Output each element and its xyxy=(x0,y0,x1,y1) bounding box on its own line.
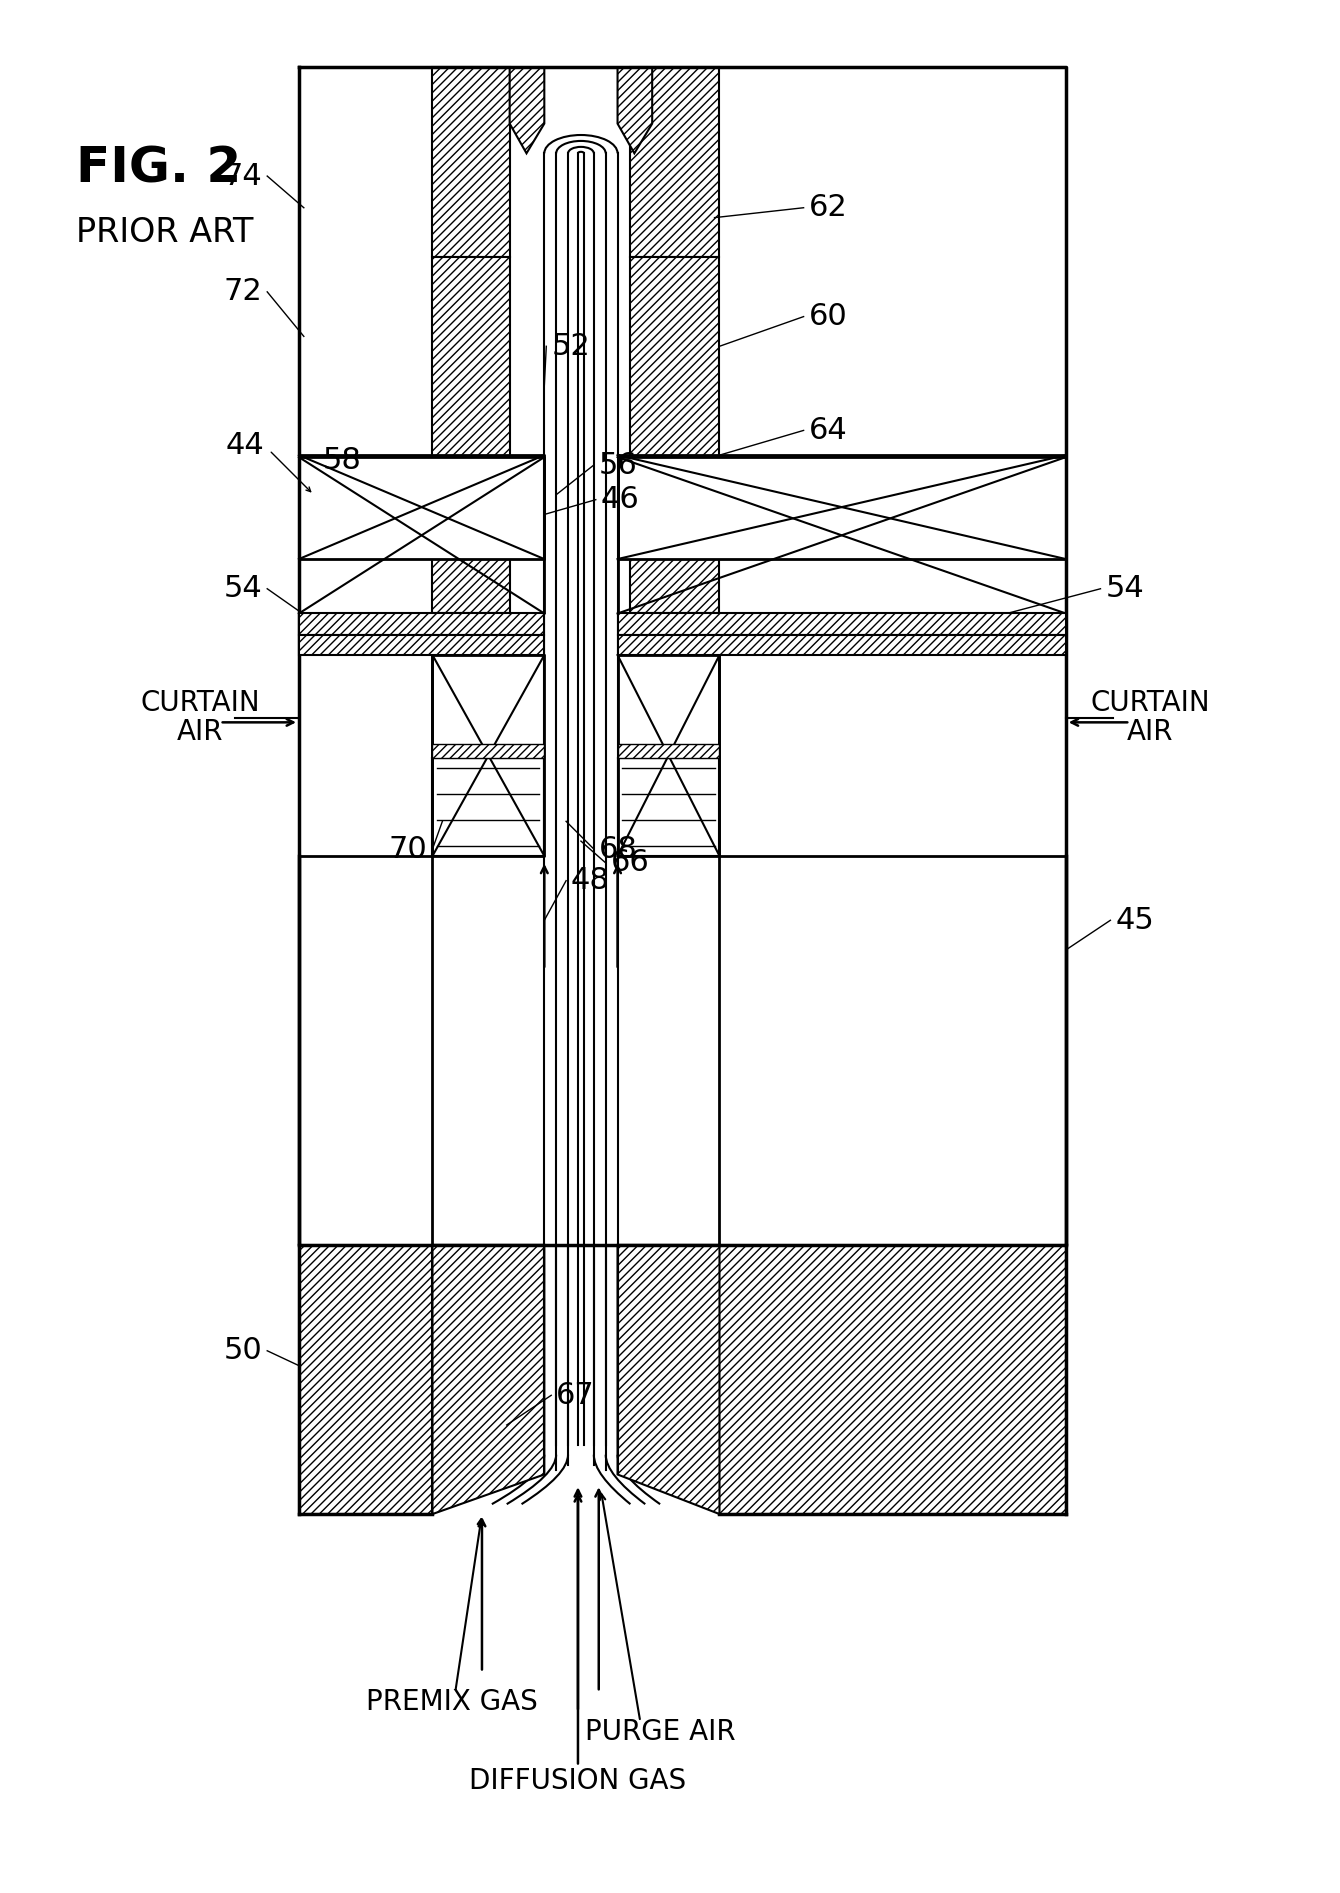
Text: 48: 48 xyxy=(571,867,610,895)
Text: 56: 56 xyxy=(599,451,638,479)
Polygon shape xyxy=(618,636,1065,655)
Text: AIR: AIR xyxy=(1127,717,1174,746)
Text: 62: 62 xyxy=(808,193,847,221)
Text: FIG. 2: FIG. 2 xyxy=(76,144,241,193)
Polygon shape xyxy=(299,613,544,636)
Text: AIR: AIR xyxy=(177,717,224,746)
Polygon shape xyxy=(433,1246,544,1514)
Text: PREMIX GAS: PREMIX GAS xyxy=(366,1689,539,1717)
Polygon shape xyxy=(618,1246,720,1514)
Text: 64: 64 xyxy=(808,416,847,445)
Text: 58: 58 xyxy=(323,445,362,475)
Text: 50: 50 xyxy=(224,1336,263,1365)
Polygon shape xyxy=(630,257,720,613)
Polygon shape xyxy=(299,1246,433,1514)
Polygon shape xyxy=(433,744,544,759)
Polygon shape xyxy=(299,636,544,655)
Polygon shape xyxy=(630,68,720,257)
Text: DIFFUSION GAS: DIFFUSION GAS xyxy=(469,1768,686,1795)
Text: 52: 52 xyxy=(551,331,590,362)
Polygon shape xyxy=(720,1246,1065,1514)
Polygon shape xyxy=(618,68,653,153)
Polygon shape xyxy=(618,744,720,759)
Text: PRIOR ART: PRIOR ART xyxy=(76,216,253,250)
Text: CURTAIN: CURTAIN xyxy=(141,689,260,717)
Text: 54: 54 xyxy=(224,574,263,604)
Text: 70: 70 xyxy=(389,835,427,863)
Polygon shape xyxy=(433,68,509,257)
Text: 54: 54 xyxy=(1106,574,1144,604)
Text: 67: 67 xyxy=(556,1380,595,1410)
Text: 68: 68 xyxy=(599,835,638,863)
Text: 44: 44 xyxy=(225,432,264,460)
Text: 66: 66 xyxy=(611,848,650,876)
Polygon shape xyxy=(299,454,544,558)
Text: 74: 74 xyxy=(224,161,263,191)
Polygon shape xyxy=(618,454,1065,558)
Text: PURGE AIR: PURGE AIR xyxy=(584,1717,736,1745)
Polygon shape xyxy=(433,257,509,613)
Polygon shape xyxy=(618,613,1065,636)
Text: 72: 72 xyxy=(224,278,263,307)
Text: 45: 45 xyxy=(1115,905,1154,935)
Text: 60: 60 xyxy=(808,303,847,331)
Text: 46: 46 xyxy=(600,485,639,515)
Polygon shape xyxy=(509,68,544,153)
Text: CURTAIN: CURTAIN xyxy=(1091,689,1210,717)
